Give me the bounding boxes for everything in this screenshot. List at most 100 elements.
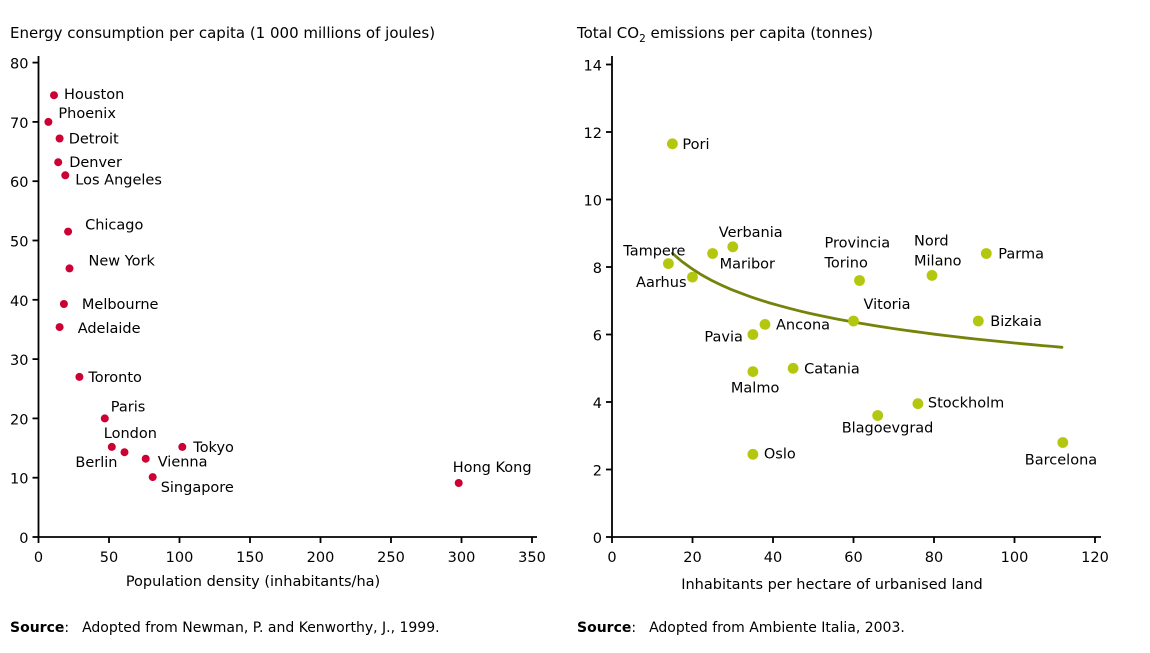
chart-0-x-tick-label: 300 — [448, 550, 476, 566]
data-point — [107, 442, 116, 451]
data-point-label: Ancona — [776, 317, 830, 333]
chart-0-x-tick-label: 250 — [377, 550, 405, 566]
data-point-label: Houston — [64, 87, 124, 103]
right-chart-title-subscript: 2 — [639, 33, 646, 45]
chart-0-x-axis-title: Population density (inhabitants/ha) — [126, 574, 380, 590]
data-point — [120, 448, 129, 457]
data-point — [61, 171, 70, 180]
data-point-label: Tampere — [622, 244, 685, 260]
chart-1-x-axis-title: Inhabitants per hectare of urbanised lan… — [681, 577, 983, 593]
data-point-label: Catania — [804, 361, 860, 377]
data-point — [663, 258, 674, 269]
data-point-label: Los Angeles — [75, 172, 162, 188]
chart-0-y-tick-label: 70 — [10, 116, 28, 132]
chart-1-y-tick-label: 2 — [593, 464, 602, 480]
left-source: Source: Adopted from Newman, P. and Kenwo… — [10, 620, 440, 636]
right-chart-title: Total CO2 emissions per capita (tonnes) — [577, 24, 873, 45]
data-point — [54, 158, 63, 167]
chart-1-y-tick-label: 14 — [584, 59, 602, 75]
data-point-label: Chicago — [85, 218, 143, 234]
right-source-text: Adopted from Ambiente Italia, 2003. — [649, 620, 905, 636]
data-point-label: Detroit — [69, 132, 119, 148]
right-source: Source: Adopted from Ambiente Italia, 200… — [577, 620, 905, 636]
data-point-label: Paris — [111, 399, 146, 415]
chart-0-x-tick-label: 50 — [100, 550, 118, 566]
chart-1-y-tick-label: 12 — [584, 126, 602, 142]
data-point — [50, 91, 58, 100]
right-source-label: Source — [577, 620, 632, 636]
data-point — [926, 270, 938, 281]
data-point-label: New York — [89, 253, 156, 269]
data-point-label: Adelaide — [78, 321, 141, 337]
right-source-colon: : — [631, 620, 637, 636]
chart-0-y-tick-label: 10 — [10, 472, 28, 488]
data-point-label: Vitoria — [864, 297, 911, 313]
chart-0-y-tick-label: 20 — [10, 412, 28, 428]
chart-0-y-tick-label: 0 — [19, 531, 28, 547]
chart-0-x-tick-label: 350 — [518, 550, 546, 566]
right-chart-title-pre: Total CO — [577, 24, 640, 42]
left-chart-title-text: Energy consumption per capita (1 000 mil… — [10, 24, 436, 42]
data-point — [707, 248, 718, 259]
data-point-label: Denver — [69, 155, 122, 171]
data-point — [75, 372, 84, 381]
data-point-label: Hong Kong — [453, 460, 532, 476]
data-point — [980, 248, 992, 259]
data-point-label: Vienna — [158, 455, 208, 471]
data-point-label: Phoenix — [58, 106, 116, 122]
data-point-label: Pavia — [704, 330, 742, 346]
data-point — [44, 117, 53, 126]
data-point — [912, 398, 924, 410]
left-source-text: Adopted from Newman, P. and Kenworthy, J… — [82, 620, 440, 636]
left-chart-title: Energy consumption per capita (1 000 mil… — [10, 24, 435, 42]
chart-1-trend-curve — [671, 251, 1064, 349]
data-point — [747, 448, 759, 460]
data-point-label: Milano — [914, 253, 962, 269]
data-point — [872, 410, 884, 421]
right-chart-title-post: emissions per capita (tonnes) — [645, 24, 874, 42]
data-point — [55, 323, 64, 332]
data-point-label: Verbania — [719, 225, 783, 241]
chart-0-y-tick-label: 50 — [10, 235, 28, 251]
data-point — [854, 275, 865, 286]
data-point-label: London — [104, 426, 157, 442]
data-point-label: Singapore — [161, 480, 234, 496]
data-point-label: Torino — [824, 256, 868, 272]
chart-1-x-tick-label: 60 — [844, 550, 862, 566]
data-point — [747, 329, 759, 340]
data-point — [454, 479, 463, 487]
data-point — [65, 264, 74, 273]
data-point — [178, 442, 187, 451]
data-point-label: Maribor — [720, 257, 775, 273]
data-point — [759, 319, 771, 330]
data-point — [141, 454, 150, 463]
data-point — [55, 134, 64, 143]
data-point — [64, 227, 73, 236]
chart-1-x-tick-label: 120 — [1081, 550, 1109, 566]
data-point — [687, 271, 698, 283]
data-point-label: Aarhus — [636, 275, 686, 291]
data-point — [148, 473, 157, 482]
data-point-label: Blagoevgrad — [842, 421, 934, 437]
chart-0-y-tick-label: 60 — [10, 175, 28, 191]
chart-1-x-tick-label: 20 — [683, 550, 701, 566]
data-point — [1057, 437, 1069, 448]
left-source-label: Source — [10, 620, 65, 636]
data-point — [787, 362, 799, 374]
chart-0-y-tick-label: 80 — [10, 57, 28, 73]
chart-1-y-tick-label: 0 — [593, 531, 602, 547]
chart-0-x-tick-label: 150 — [236, 550, 264, 566]
left-source-colon: : — [64, 620, 70, 636]
chart-1-x-tick-label: 0 — [607, 550, 616, 566]
chart-0-x-tick-label: 0 — [34, 550, 43, 566]
data-point-label: Oslo — [764, 446, 796, 462]
chart-1-y-tick-label: 6 — [593, 329, 602, 345]
chart-0-y-tick-label: 30 — [10, 353, 28, 369]
data-point — [747, 366, 759, 377]
data-point-label: Parma — [998, 247, 1044, 263]
data-point-label: Malmo — [731, 381, 780, 397]
chart-1-x-tick-label: 100 — [1001, 550, 1029, 566]
chart-1-y-tick-label: 8 — [593, 261, 602, 277]
